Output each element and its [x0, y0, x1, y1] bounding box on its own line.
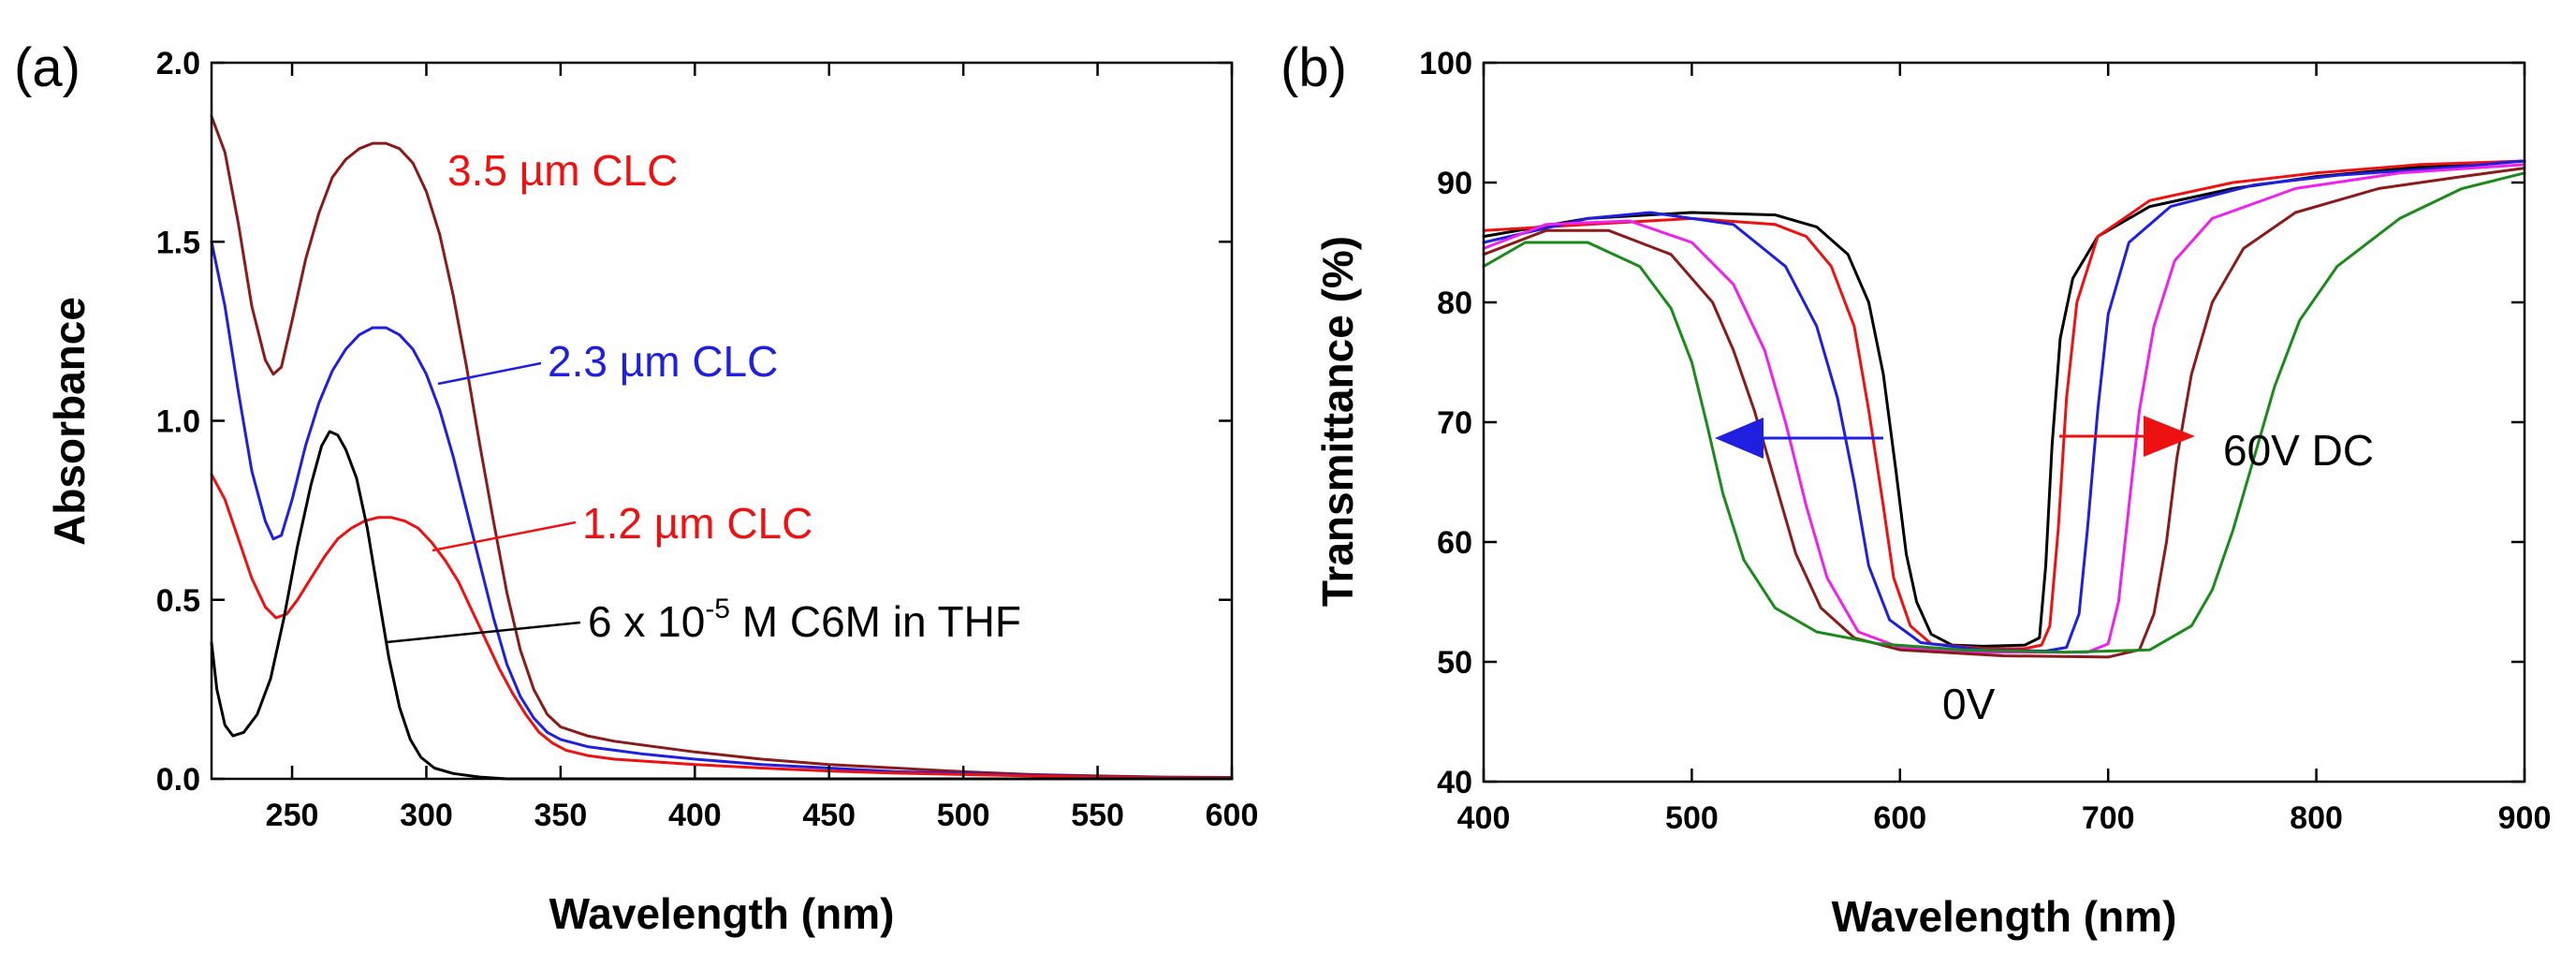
panel-a-curves	[210, 114, 1234, 781]
panel-a-label: (a)	[14, 37, 80, 98]
shift-left-arrowhead	[1715, 418, 1764, 459]
panel-b-x-tick-label: 700	[2082, 800, 2135, 836]
panel-a-plot-frame	[210, 61, 1234, 781]
panel-a-x-tick-label: 300	[400, 798, 453, 833]
leader-c6m-solution	[386, 621, 581, 644]
shift-right-arrowhead	[2144, 416, 2195, 457]
panel-b-y-tick-label: 70	[1437, 405, 1472, 441]
panel-a-y-axis-title: Absorbance	[45, 297, 94, 546]
panel-b-x-axis-title: Wavelength (nm)	[1832, 892, 2177, 941]
panel-b-y-tick-label: 60	[1437, 525, 1472, 561]
annotation-60v-dc: 60V DC	[2223, 426, 2374, 475]
panel-a-absorbance-chart: (a) 250 300 350 400 450 500 550 600 0.0 0.5 1.0 1.5…	[14, 37, 1258, 938]
panel-b-y-tick-label: 40	[1437, 765, 1472, 800]
panel-a-x-tick-label: 600	[1206, 798, 1259, 833]
panel-a-series-3-line	[210, 430, 1234, 781]
panel-b-curves	[1482, 159, 2526, 659]
panel-b-series-3-line	[1482, 163, 2526, 654]
panel-b-x-tick-label: 600	[1873, 800, 1926, 836]
panel-b-x-tick-label: 500	[1665, 800, 1719, 836]
panel-b-x-tick-label: 800	[2290, 800, 2343, 836]
panel-b-y-tick-label: 50	[1437, 645, 1472, 681]
panel-b-series-4-line	[1482, 167, 2526, 659]
panel-b-series-0-line	[1482, 159, 2526, 648]
panel-b-x-tick-label: 900	[2498, 800, 2552, 836]
panel-a-y-tick-label: 0.5	[156, 583, 200, 619]
annotation-3-5um-clc: 3.5 µm CLC	[447, 146, 678, 195]
panel-a-x-tick-label: 400	[668, 798, 722, 833]
annotation-0v: 0V	[1942, 680, 1996, 728]
annotation-c6m-solution: 6 x 10-5 M C6M in THF	[588, 593, 1021, 646]
leader-2-3um-clc	[437, 361, 542, 386]
panel-b-series-1-line	[1482, 159, 2526, 651]
panel-a-y-tick-label: 1.5	[156, 225, 200, 260]
panel-a-x-tick-label: 250	[266, 798, 319, 833]
panel-b-transmittance-chart: (b) 400 500 600 700 800 900 40 50 60 70 80 90 100 Wa…	[1281, 37, 2551, 941]
panel-a-ticks: 250 300 350 400 450 500 550 600 0.0 0.5 1.0 1.5 2.0	[156, 46, 1259, 833]
panel-b-x-tick-label: 400	[1457, 800, 1511, 836]
panel-b-series-5-line	[1482, 171, 2526, 654]
panel-a-x-tick-label: 350	[534, 798, 588, 833]
panel-b-label: (b)	[1281, 37, 1347, 98]
leader-1-2um-clc	[432, 520, 577, 552]
panel-a-series-2-line	[210, 473, 1234, 780]
annotation-1-2um-clc: 1.2 µm CLC	[582, 499, 812, 548]
panel-b-series-2-line	[1482, 159, 2526, 652]
panel-a-x-tick-label: 550	[1071, 798, 1124, 833]
panel-a-x-tick-label: 450	[802, 798, 856, 833]
panel-a-series-0-line	[210, 114, 1234, 779]
panel-a-series-1-line	[210, 240, 1234, 780]
panel-a-x-tick-label: 500	[937, 798, 990, 833]
panel-a-y-tick-label: 2.0	[156, 46, 200, 81]
panel-a-x-axis-title: Wavelength (nm)	[549, 889, 895, 938]
panel-b-ticks: 400 500 600 700 800 900 40 50 60 70 80 90 100	[1419, 46, 2551, 836]
panel-a-y-tick-label: 1.0	[156, 404, 200, 440]
panel-a-y-tick-label: 0.0	[156, 762, 200, 798]
panel-b-y-tick-label: 100	[1419, 46, 1472, 81]
panel-b-y-tick-label: 90	[1437, 166, 1472, 201]
panel-b-y-tick-label: 80	[1437, 286, 1472, 321]
panel-b-y-axis-title: Transmittance (%)	[1313, 236, 1362, 607]
annotation-2-3um-clc: 2.3 µm CLC	[548, 337, 778, 386]
